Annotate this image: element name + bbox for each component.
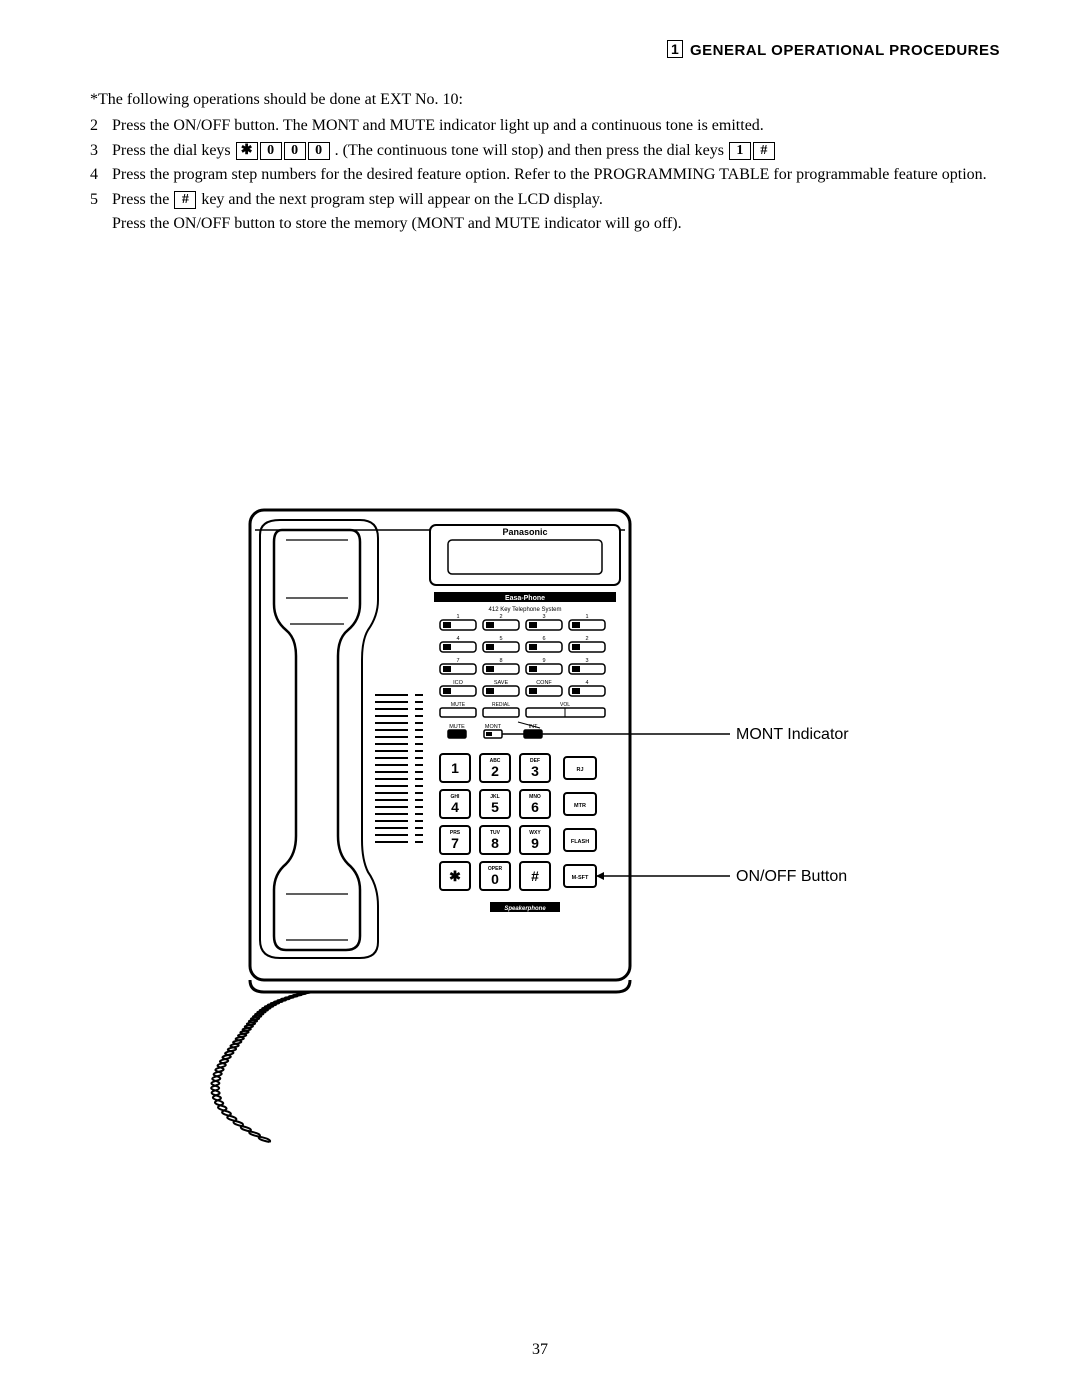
- svg-text:M-SFT: M-SFT: [572, 875, 589, 881]
- step-number: 3: [90, 140, 112, 162]
- svg-text:3: 3: [531, 763, 539, 779]
- step-body: Press the program step numbers for the d…: [112, 164, 1010, 186]
- svg-text:6: 6: [542, 636, 545, 642]
- svg-text:MONT Indicator: MONT Indicator: [736, 726, 849, 743]
- svg-text:SAVE: SAVE: [494, 680, 509, 686]
- section-title: GENERAL OPERATIONAL PROCEDURES: [690, 42, 1000, 59]
- manual-page: 1 GENERAL OPERATIONAL PROCEDURES *The fo…: [0, 0, 1080, 1397]
- svg-text:MTR: MTR: [574, 803, 586, 809]
- step-number: 2: [90, 115, 112, 137]
- final-line: Press the ON/OFF button to store the mem…: [112, 213, 1010, 235]
- svg-text:Panasonic: Panasonic: [502, 527, 547, 537]
- dial-key: ✱: [236, 142, 258, 160]
- dial-key: 0: [308, 142, 330, 160]
- svg-text:MUTE: MUTE: [449, 724, 465, 730]
- svg-text:CONF: CONF: [536, 680, 552, 686]
- instructions-block: *The following operations should be done…: [90, 89, 1010, 235]
- svg-text:Easa-Phone: Easa-Phone: [505, 595, 545, 602]
- svg-text:9: 9: [531, 835, 539, 851]
- instruction-step: 5Press the # key and the next program st…: [90, 189, 1010, 211]
- instruction-step: 4Press the program step numbers for the …: [90, 164, 1010, 186]
- instruction-step: 2Press the ON/OFF button. The MONT and M…: [90, 115, 1010, 137]
- dial-key: #: [174, 191, 196, 209]
- dial-key: #: [753, 142, 775, 160]
- svg-text:7: 7: [451, 835, 459, 851]
- svg-text:412 Key Telephone System: 412 Key Telephone System: [489, 607, 562, 613]
- svg-text:3: 3: [542, 614, 545, 620]
- svg-text:5: 5: [499, 636, 502, 642]
- svg-text:1: 1: [451, 760, 459, 776]
- svg-text:0: 0: [491, 871, 499, 887]
- svg-text:REDIAL: REDIAL: [492, 702, 510, 708]
- step-body: Press the # key and the next program ste…: [112, 189, 1010, 211]
- svg-text:ICO: ICO: [453, 680, 464, 686]
- steps-list: 2Press the ON/OFF button. The MONT and M…: [90, 115, 1010, 211]
- phone-illustration: Panasonic Easa-Phone 412 Key Telephone Sys…: [0, 480, 1080, 1160]
- page-number: 37: [0, 1341, 1080, 1359]
- svg-text:RJ: RJ: [576, 767, 583, 773]
- svg-text:MONT: MONT: [485, 724, 502, 730]
- dial-key: 0: [260, 142, 282, 160]
- svg-text:8: 8: [499, 658, 502, 664]
- svg-text:3: 3: [585, 658, 588, 664]
- svg-text:#: #: [531, 868, 539, 884]
- svg-text:MUTE: MUTE: [451, 702, 466, 708]
- step-number: 4: [90, 164, 112, 186]
- step-body: Press the ON/OFF button. The MONT and MU…: [112, 115, 1010, 137]
- dial-key: 0: [284, 142, 306, 160]
- dial-key: 1: [729, 142, 751, 160]
- lead-text: *The following operations should be done…: [90, 89, 1010, 111]
- svg-text:Speakerphone: Speakerphone: [504, 906, 546, 912]
- svg-text:4: 4: [585, 680, 588, 686]
- svg-text:✱: ✱: [449, 868, 461, 884]
- section-header: 1 GENERAL OPERATIONAL PROCEDURES: [90, 40, 1000, 59]
- svg-text:FLASH: FLASH: [571, 839, 589, 845]
- svg-text:2: 2: [585, 636, 588, 642]
- phone-svg: Panasonic Easa-Phone 412 Key Telephone Sys…: [190, 480, 890, 1160]
- svg-text:1: 1: [585, 614, 588, 620]
- svg-text:4: 4: [451, 799, 459, 815]
- step-body: Press the dial keys ✱000 . (The continuo…: [112, 140, 1010, 162]
- svg-text:ON/OFF Button: ON/OFF Button: [736, 868, 847, 885]
- svg-text:VOL: VOL: [560, 702, 570, 708]
- svg-text:6: 6: [531, 799, 539, 815]
- svg-text:8: 8: [491, 835, 499, 851]
- svg-text:2: 2: [491, 763, 499, 779]
- svg-text:9: 9: [542, 658, 545, 664]
- svg-text:2: 2: [499, 614, 502, 620]
- svg-text:5: 5: [491, 799, 499, 815]
- instruction-step: 3Press the dial keys ✱000 . (The continu…: [90, 140, 1010, 162]
- step-number: 5: [90, 189, 112, 211]
- svg-text:7: 7: [456, 658, 459, 664]
- svg-text:4: 4: [456, 636, 459, 642]
- svg-text:1: 1: [456, 614, 459, 620]
- final-step: Press the ON/OFF button to store the mem…: [90, 213, 1010, 235]
- section-number-box: 1: [667, 40, 683, 58]
